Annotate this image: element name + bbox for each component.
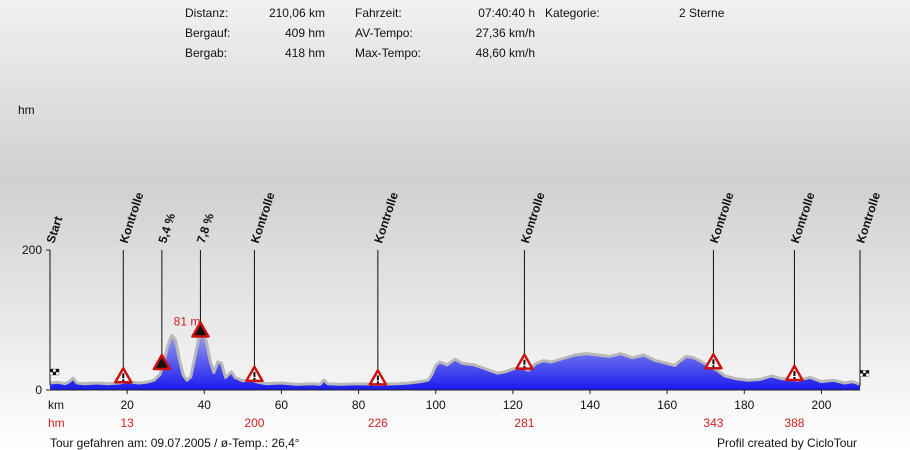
checkered-flag-icon: [865, 373, 870, 377]
checkered-flag-icon: [55, 368, 60, 373]
warning-icon-bar: [376, 375, 379, 381]
checkered-flag-icon: [52, 368, 57, 373]
descent-value: 418 hm: [284, 46, 325, 60]
y-tick-label: 200: [22, 243, 42, 257]
climb-icon: [152, 353, 172, 371]
x-tick-label: 140: [580, 398, 600, 412]
checkered-flag-icon: [862, 373, 867, 377]
annotation-label: Kontrolle: [518, 190, 548, 245]
warning-icon-dot: [122, 379, 125, 382]
annotation-label: 5,4 %: [155, 211, 178, 245]
category-value: 2 Sterne: [679, 6, 725, 20]
warning-icon-bar: [523, 359, 526, 365]
checkered-flag-icon: [49, 371, 54, 376]
secondary-axis-value: 200: [244, 416, 264, 430]
warning-icon-dot: [376, 381, 379, 384]
checkered-flag-icon: [859, 373, 864, 377]
warning-icon-bar: [793, 370, 796, 376]
x-tick-label: 40: [198, 398, 212, 412]
checkered-flag-icon: [865, 370, 870, 374]
annotation-label: Kontrolle: [248, 190, 278, 245]
avg-speed-label: AV-Tempo:: [355, 26, 413, 40]
annotation-label: Kontrolle: [854, 190, 884, 245]
ascent-value: 409 hm: [284, 26, 325, 40]
x-tick-label: 20: [120, 398, 134, 412]
elevation-outline: [49, 331, 861, 386]
x-tick-label: 100: [426, 398, 446, 412]
warning-icon-dot: [712, 365, 715, 368]
peak-elevation-label: 81 m: [174, 314, 201, 328]
ascent-label: Bergauf:: [185, 26, 231, 40]
x-tick-label: 80: [352, 398, 366, 412]
x-axis-label: km: [48, 398, 64, 412]
checkered-flag-icon: [859, 370, 864, 374]
warning-icon-bar: [122, 373, 125, 379]
distance-label: Distanz:: [185, 6, 229, 20]
secondary-axis-value: 226: [368, 416, 388, 430]
distance-value: 210,06 km: [268, 6, 325, 20]
time-value: 07:40:40 h: [478, 6, 535, 20]
checkered-flag-icon: [52, 371, 57, 376]
warning-icon-bar: [712, 359, 715, 365]
time-label: Fahrzeit:: [355, 6, 402, 20]
secondary-axis-value: 281: [514, 416, 534, 430]
x-tick-label: 180: [734, 398, 754, 412]
annotation-label: Start: [44, 215, 66, 245]
annotation-label: Kontrolle: [707, 190, 737, 245]
secondary-axis-value: 13: [120, 416, 134, 430]
annotation-label: Kontrolle: [371, 190, 401, 245]
avg-speed-value: 27,36 km/h: [475, 26, 535, 40]
checkered-flag-icon: [55, 371, 60, 376]
warning-icon-dot: [523, 365, 526, 368]
annotation-label: Kontrolle: [788, 190, 818, 245]
annotation-label: Kontrolle: [117, 190, 147, 245]
max-speed-value: 48,60 km/h: [475, 46, 535, 60]
annotation-label: 7,8 %: [194, 211, 217, 245]
y-axis-label: hm: [18, 103, 35, 117]
x-tick-label: 160: [657, 398, 677, 412]
tour-info: Tour gefahren am: 09.07.2005 / ø-Temp.: …: [50, 436, 300, 450]
descent-label: Bergab:: [185, 46, 228, 60]
elevation-area: [50, 333, 860, 390]
max-speed-label: Max-Tempo:: [355, 46, 422, 60]
x-tick-label: 120: [503, 398, 523, 412]
secondary-axis-value: 343: [703, 416, 723, 430]
warning-icon-dot: [253, 377, 256, 380]
x-tick-label: 60: [275, 398, 289, 412]
x-tick-label: 200: [811, 398, 831, 412]
warning-icon-dot: [793, 376, 796, 379]
warning-icon-bar: [253, 371, 256, 377]
checkered-flag-icon: [49, 368, 54, 373]
y-tick-label: 0: [35, 383, 42, 397]
category-label: Kategorie:: [545, 6, 600, 20]
secondary-axis-value: 388: [784, 416, 804, 430]
checkered-flag-icon: [862, 370, 867, 374]
climb-icon: [191, 321, 210, 338]
credit: Profil created by CicloTour: [717, 436, 858, 450]
secondary-axis-label: hm: [48, 416, 65, 430]
